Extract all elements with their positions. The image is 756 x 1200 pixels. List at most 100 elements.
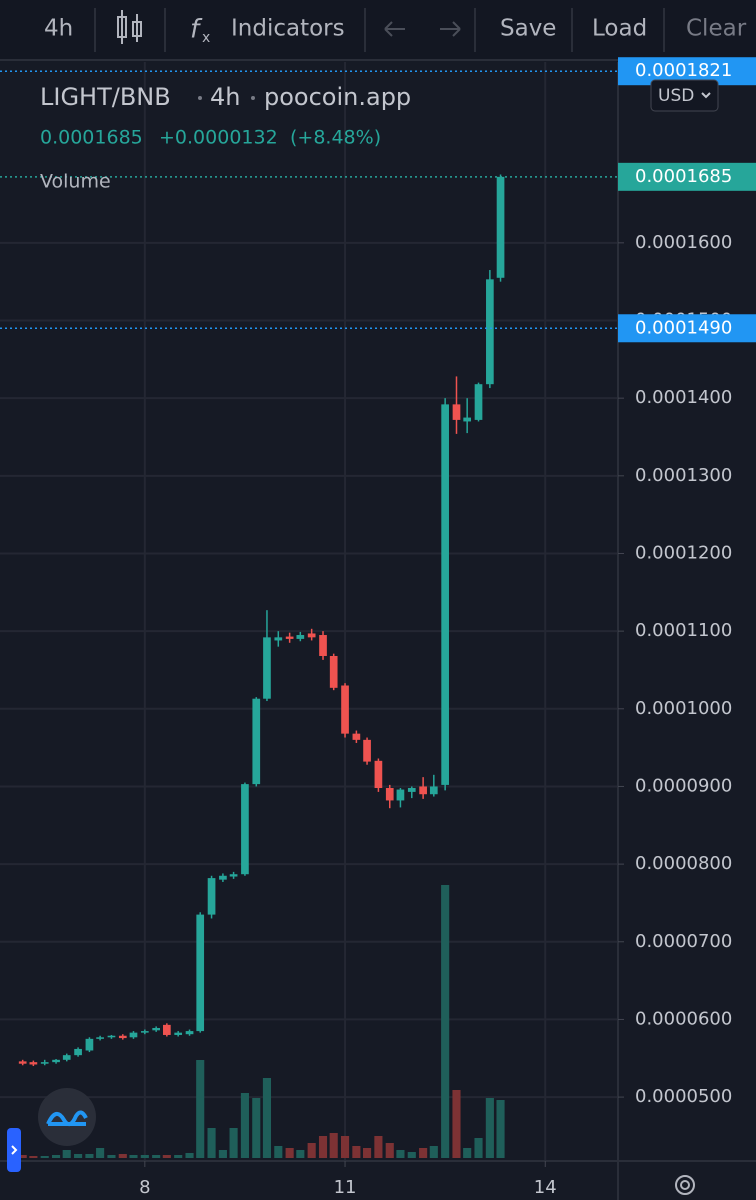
y-tick-label: 0.0001300 (635, 465, 732, 486)
currency-button[interactable] (650, 79, 719, 112)
volume-bar (474, 1138, 483, 1158)
fx-icon-x: x (202, 30, 210, 46)
candle-body (85, 1038, 94, 1051)
volume-bar (185, 1153, 194, 1158)
candle-body (140, 1031, 149, 1033)
redo-button[interactable] (440, 21, 461, 37)
candle-body (319, 635, 327, 656)
indicators-button[interactable]: Indicators (231, 16, 345, 42)
candle-body (185, 1031, 194, 1035)
y-tick-label: 0.0000600 (635, 1008, 732, 1029)
clear-button[interactable]: Clear (686, 16, 747, 42)
candle-body (441, 404, 449, 785)
volume-bar (419, 1148, 428, 1158)
candle-body (274, 637, 283, 641)
volume-bar (485, 1098, 494, 1158)
volume-bar (429, 1146, 438, 1158)
candle-body (219, 875, 227, 880)
volume-bar (162, 1155, 171, 1158)
candle-body (452, 404, 461, 420)
volume-bar (407, 1152, 416, 1158)
symbol: LIGHT/BNB (40, 83, 171, 111)
logo-button[interactable] (38, 1088, 96, 1146)
volume-bar (452, 1090, 461, 1158)
volume-bar (152, 1155, 161, 1158)
candle-body (118, 1035, 127, 1039)
volume-bar (196, 1060, 205, 1158)
candle-body (374, 760, 383, 789)
settings-button[interactable] (675, 1175, 695, 1195)
volume-bar (96, 1148, 105, 1158)
price-label: 0.0001490 (635, 317, 732, 338)
price-label-box (618, 162, 756, 191)
volume-bar (274, 1146, 283, 1158)
volume-bar (307, 1143, 316, 1158)
candle-body (385, 788, 394, 801)
candle-body (174, 1032, 183, 1035)
y-tick-label: 0.0000700 (635, 931, 732, 952)
candle-body (496, 176, 505, 278)
logo-icon (46, 1110, 88, 1127)
candle-body (474, 384, 483, 420)
volume-label: Volume (40, 171, 111, 193)
volume-bar (296, 1150, 305, 1158)
volume-bar (118, 1154, 127, 1158)
volume-bar (352, 1146, 361, 1158)
volume-bar (363, 1148, 372, 1158)
y-tick-label: 0.0001400 (635, 387, 732, 408)
volume-bar (329, 1133, 338, 1158)
candle-body (396, 789, 405, 801)
candle-body (352, 733, 361, 740)
source: poocoin.app (264, 83, 411, 111)
volume-bar (496, 1100, 505, 1158)
candle-body (463, 417, 472, 422)
volume-bar (207, 1128, 216, 1158)
price-label: 0.0001821 (635, 60, 732, 81)
candle-body (74, 1048, 82, 1056)
currency-label: USD (658, 86, 694, 106)
legend-interval: 4h (210, 83, 240, 111)
candle-body (129, 1032, 138, 1038)
volume-bar (463, 1148, 472, 1158)
chevron (701, 92, 711, 99)
undo-button[interactable] (384, 21, 405, 37)
candle-body (341, 685, 349, 734)
candle-body (263, 637, 271, 699)
interval-button[interactable]: 4h (44, 16, 73, 42)
candle-body (62, 1055, 71, 1060)
chart-type-button[interactable] (117, 10, 142, 44)
volume-bar (240, 1093, 249, 1158)
price-label: 0.0001685 (635, 166, 732, 187)
candle-body (329, 655, 338, 688)
volume-bar (174, 1155, 183, 1158)
volume-bar (262, 1078, 272, 1158)
volume-bar (62, 1150, 71, 1158)
save-button[interactable]: Save (500, 16, 556, 42)
volume-bar (374, 1136, 383, 1158)
volume-bar (40, 1156, 49, 1158)
volume-bar (396, 1150, 405, 1158)
y-tick-label: 0.0001200 (635, 542, 732, 563)
y-tick-label: 0.0000800 (635, 853, 732, 874)
candle-body (96, 1037, 104, 1039)
volume-bar (441, 885, 450, 1158)
side-panel-toggle[interactable] (7, 1128, 21, 1172)
dot (198, 96, 202, 100)
candle-body (486, 279, 494, 385)
y-tick-label: 0.0000500 (635, 1086, 732, 1107)
y-tick-label: 0.0001000 (635, 698, 732, 719)
candle-body (229, 874, 238, 877)
volume-bar (385, 1143, 394, 1158)
candle-body (241, 784, 249, 875)
price-change-pct: (+8.48%) (290, 127, 381, 149)
price-change: +0.0000132 (159, 127, 278, 149)
price-label-box (618, 314, 756, 343)
candle-body (285, 636, 294, 639)
volume-bar (218, 1150, 227, 1158)
candle-body (196, 914, 205, 1032)
volume-bar (252, 1098, 261, 1158)
load-button[interactable]: Load (592, 16, 647, 42)
volume-bar (285, 1148, 294, 1158)
last-price: 0.0001685 (40, 127, 143, 149)
